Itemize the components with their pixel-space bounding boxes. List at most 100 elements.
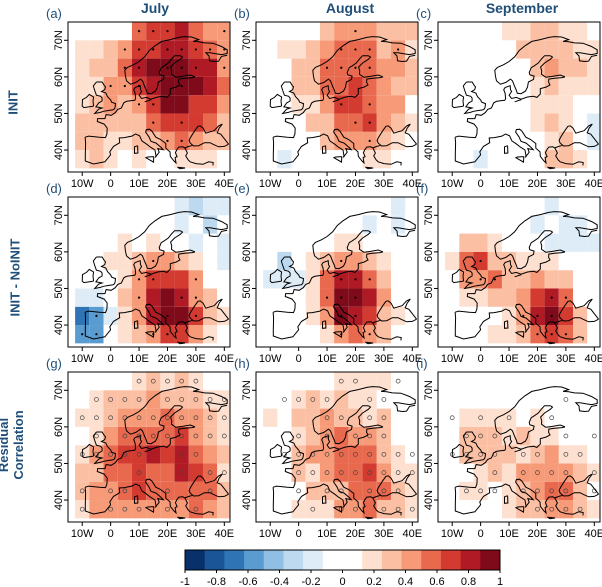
grid-cell [146,233,161,252]
grid-cell [544,463,559,482]
significance-circle [563,488,569,494]
x-tick-label: 10E [499,178,519,190]
grid-cell [334,233,349,252]
grid-cell [188,500,203,519]
x-tick-label: 0 [108,353,114,365]
significance-dot [550,333,553,336]
significance-circle [338,378,344,384]
y-tick-label: 50N [241,278,253,298]
colorbar-swatch [362,550,383,570]
significance-circle [108,397,113,402]
grid-cell [376,251,391,271]
grid-cell [217,131,230,151]
coastline [365,166,374,170]
grid-cell [217,445,230,464]
grid-cell [174,215,189,234]
significance-circle [549,470,555,475]
grid-cell [348,481,363,501]
x-tick-label: 10W [71,178,94,190]
grid-cell [348,372,363,391]
grid-cell [348,95,363,114]
significance-circle [520,451,526,457]
coastline [134,320,139,329]
significance-dot [368,333,371,336]
significance-circle [122,433,128,439]
grid-cell [362,150,377,169]
panel-label: (c) [416,6,431,21]
grid-cell [305,40,320,59]
grid-cell [188,76,203,96]
grid-cell [544,40,559,59]
map-panel-august-residual: 10W 0 10E 20E 30E 40E 40N 50N 60N 70N (h) [234,356,422,540]
grid-cell [263,113,278,132]
grid-cell [174,325,189,344]
y-tick-label: 50N [53,103,65,123]
grid-cell [174,251,189,271]
significance-circle [535,506,540,512]
coastline [358,405,384,428]
grid-cell [334,22,349,41]
grid-cell [348,426,363,446]
grid-cell [376,481,391,501]
x-tick-label: 40E [215,528,235,540]
grid-cell [203,463,218,482]
grid-cell [160,463,175,482]
grid-cell [376,325,391,344]
coastline [269,443,283,459]
x-tick-label: 20E [158,353,178,365]
grid-cell [174,372,189,391]
coastline [269,268,283,284]
coastline [170,55,196,78]
grid-cell [544,500,559,519]
grid-cell [376,408,391,427]
grid-cell [573,481,588,501]
grid-cell [405,251,418,271]
grid-cell [117,288,132,307]
significance-circle [310,470,316,475]
grid-cell [530,426,545,446]
coastline [177,166,186,170]
significance-dot [550,296,553,299]
coastline [554,497,584,516]
y-tick-label: 60N [423,67,435,87]
significance-dot [209,48,212,51]
grid-cell [305,500,320,519]
coastline [332,449,340,453]
grid-cell [334,197,349,216]
significance-circle [367,451,373,457]
coastline [272,123,417,165]
x-tick-label: 40E [215,353,235,365]
x-tick-label: 30E [374,178,394,190]
coastline [504,320,509,329]
grid-cell [305,445,320,464]
grid-cell [348,325,363,344]
significance-circle [464,433,469,439]
grid-cell [203,445,218,464]
grid-cell [263,288,278,307]
grid-cell [573,463,588,482]
grid-cell [405,131,418,151]
grid-cell [544,445,559,464]
significance-circle [221,415,227,421]
grid-cell [203,426,218,446]
coastline [280,431,305,465]
column-title-august: August [325,0,375,16]
grid-cell [188,481,203,501]
grid-cell [160,113,175,132]
grid-cell [487,426,502,446]
significance-circle [478,415,483,421]
grid-cell [459,426,474,446]
significance-circle [150,433,156,439]
grid-cell [516,481,531,501]
significance-circle [338,451,344,457]
significance-circle [136,415,142,421]
significance-circle [165,433,170,439]
significance-dot [340,296,343,299]
grid-cell [376,113,391,132]
significance-dot [166,314,169,318]
coastline [177,516,186,520]
grid-cell [544,426,559,446]
significance-circle [381,433,387,439]
grid-cell [530,463,545,482]
